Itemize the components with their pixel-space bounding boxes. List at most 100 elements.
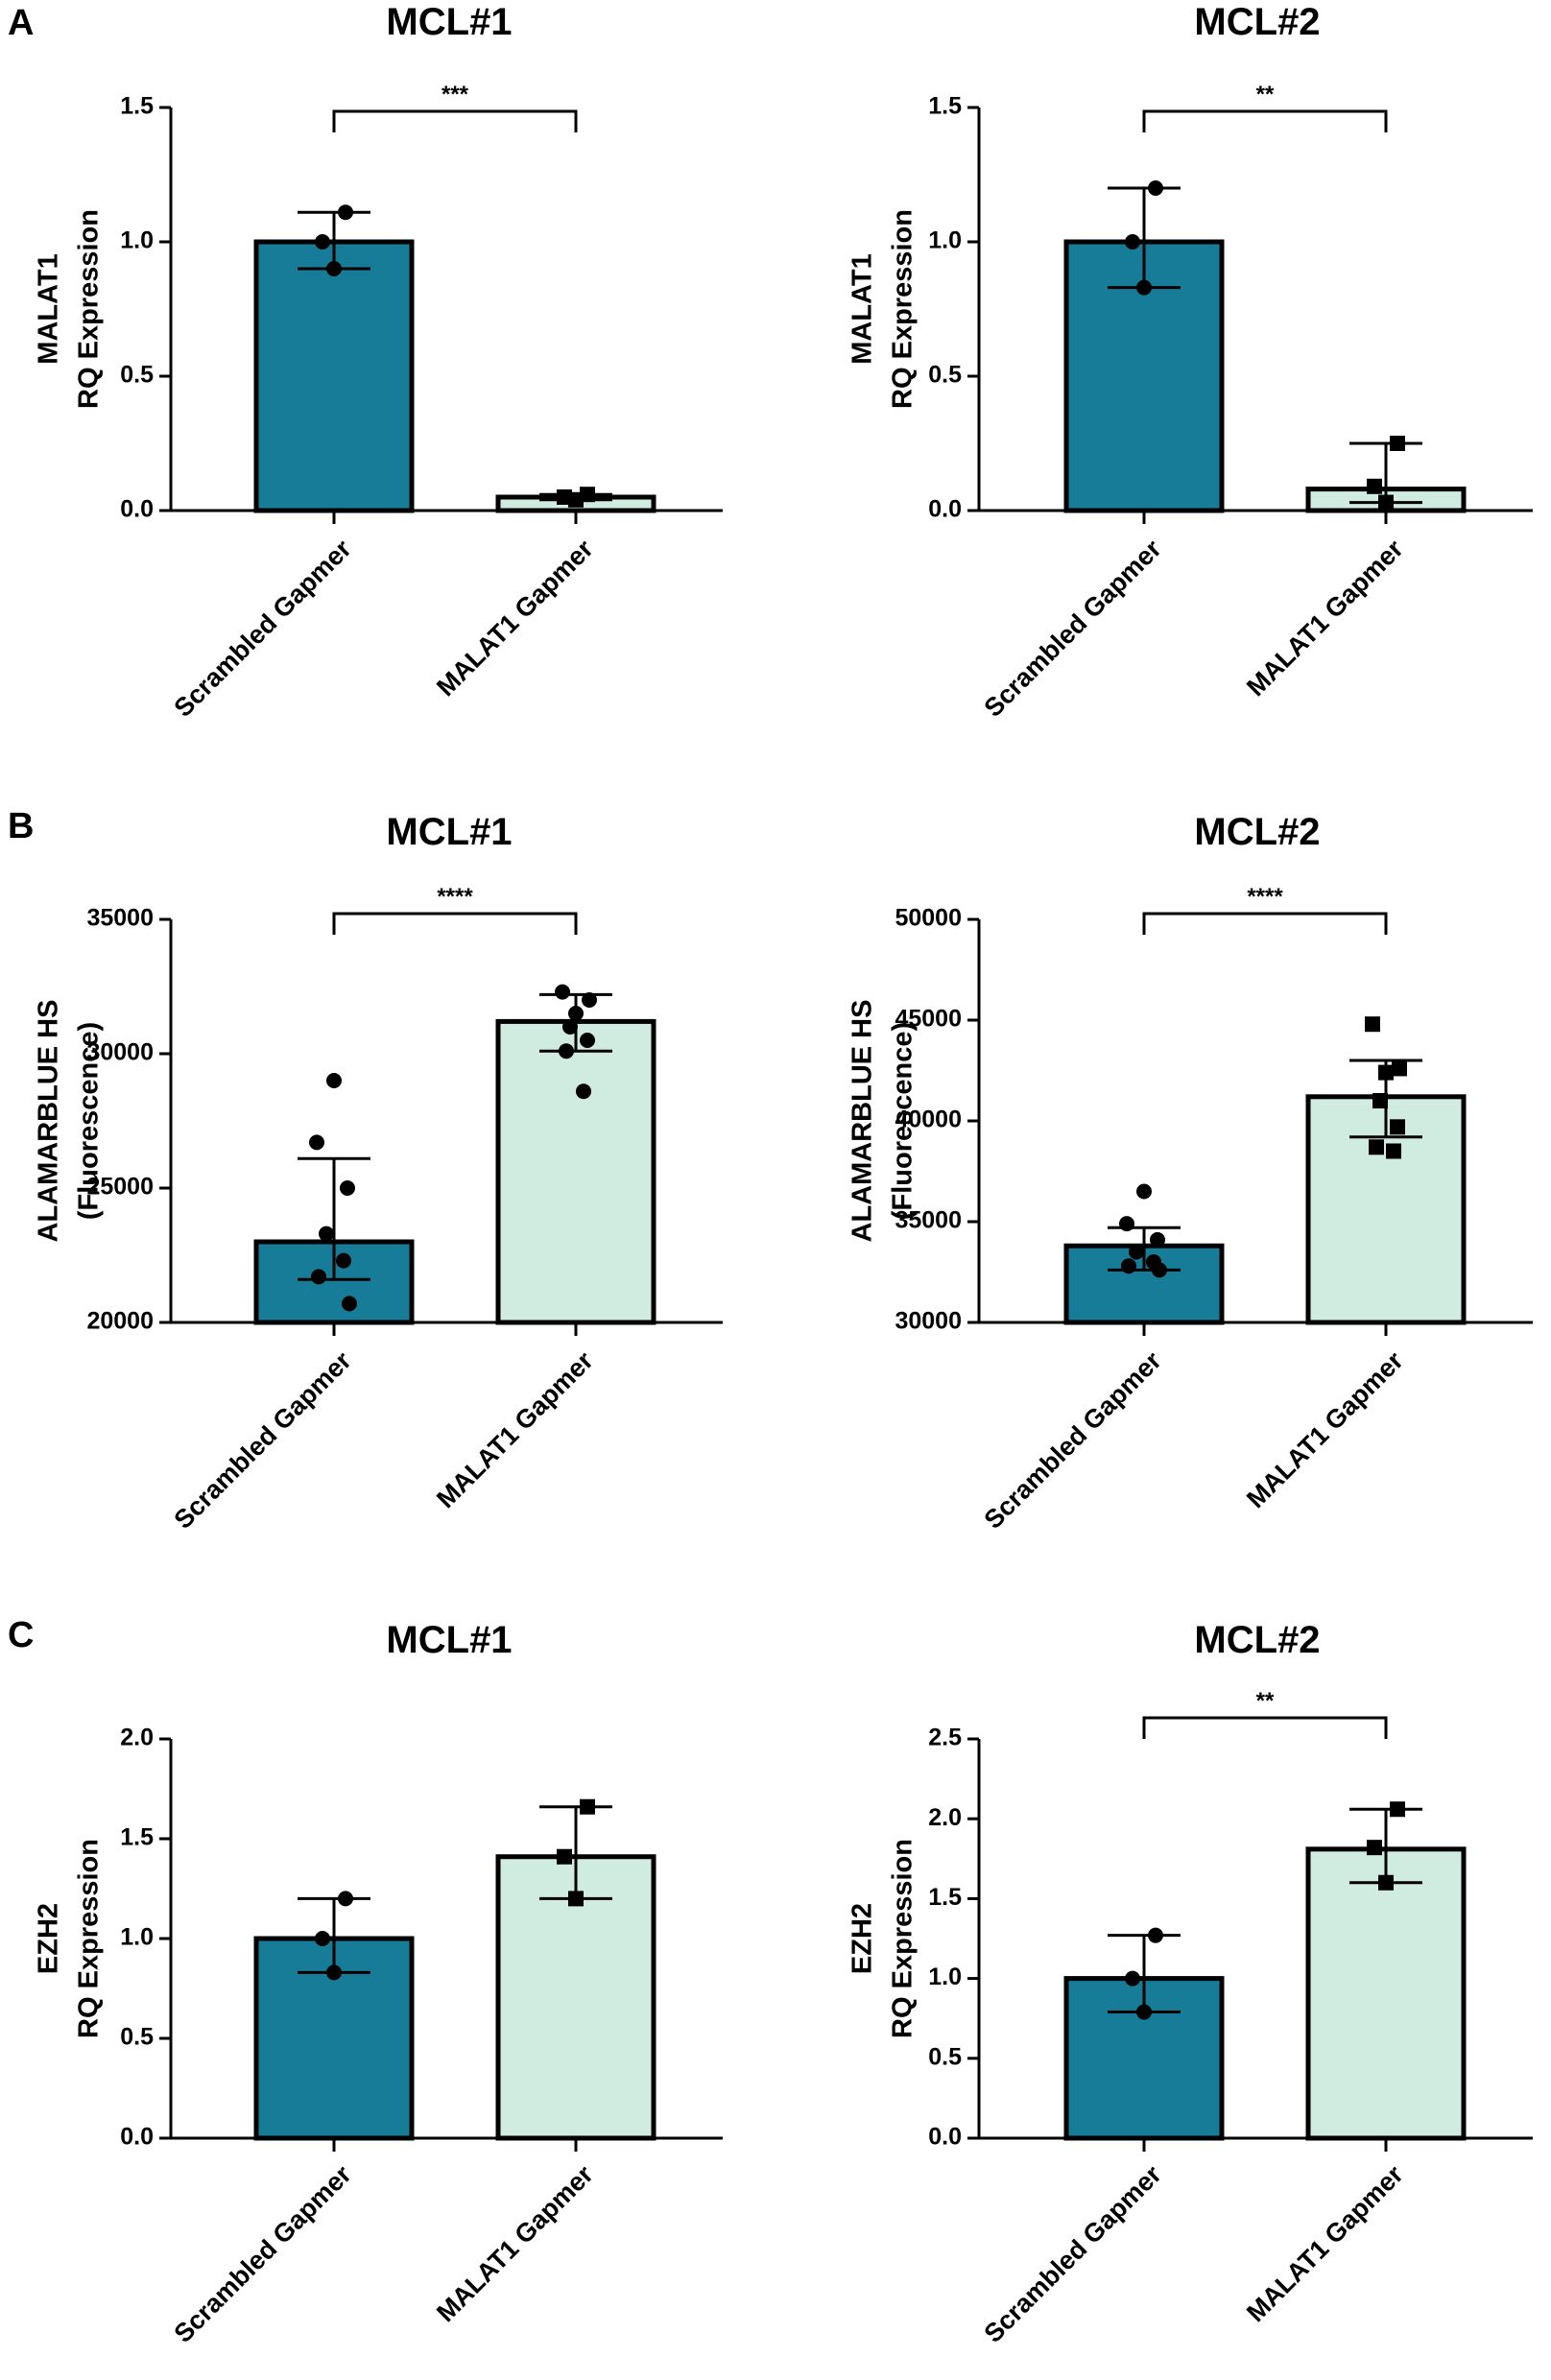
bar-scrambled: [253, 239, 415, 513]
significance-bracket: [1142, 1716, 1388, 1739]
y-axis-label: RQ Expression: [888, 1839, 919, 2038]
category-label: Scrambled Gapmer: [979, 1345, 1168, 1535]
y-tick-label: 1.0: [120, 1924, 154, 1951]
panel-letter-b: B: [8, 806, 34, 846]
y-tick-label: 35000: [895, 1207, 962, 1234]
category-label: Scrambled Gapmer: [979, 2159, 1168, 2348]
data-point: [326, 261, 342, 276]
significance-bracket: [1142, 912, 1388, 935]
y-tick-label: 0.0: [928, 2124, 962, 2151]
y-tick-label: 0.0: [120, 2124, 154, 2151]
data-point: [1150, 1231, 1165, 1248]
y-axis-label: EZH2: [847, 1903, 878, 1974]
data-point: [1378, 1064, 1394, 1081]
chart-title: MCL#1: [386, 1, 512, 43]
significance-bracket: [332, 109, 578, 132]
data-point: [1369, 1139, 1384, 1155]
y-tick-label: 1.5: [928, 1884, 962, 1911]
charts: MCL#1 MALAT1 RQ Expression 0.0 0.5 1.0 1.5 Scra…: [34, 1, 1533, 2348]
y-tick-label: 1.0: [120, 227, 154, 254]
significance-bracket: [332, 912, 578, 935]
data-point: [338, 1891, 353, 1907]
category-label: Scrambled Gapmer: [169, 2159, 358, 2348]
chart-title: MCL#2: [1194, 811, 1320, 853]
data-point: [1121, 1258, 1136, 1274]
data-point: [1136, 279, 1152, 296]
y-tick-label: 2.0: [928, 1804, 962, 1831]
y-tick-label: 50000: [895, 905, 962, 932]
chart-b-1: MCL#1 ALAMARBLUE HS (Fluorescence) 20000 250…: [34, 811, 723, 1535]
chart-a-2: MCL#2 MALAT1 RQ Expression 0.0 0.5 1.0 1.5 Scra…: [847, 1, 1533, 723]
data-point: [557, 1848, 572, 1865]
chart-b-2: MCL#2 ALAMARBLUE HS (Fluorescence) 30000 350…: [847, 811, 1533, 1535]
y-tick-label: 2.5: [928, 1725, 962, 1751]
y-axis-label: MALAT1: [847, 253, 878, 364]
y-tick-label: 1.5: [120, 93, 154, 120]
data-point: [1152, 1262, 1167, 1278]
y-tick-label: 1.0: [928, 227, 962, 254]
data-point: [1148, 180, 1163, 196]
y-tick-label: 1.0: [928, 1964, 962, 1990]
data-point: [338, 204, 353, 221]
data-point: [340, 1180, 355, 1196]
data-point: [559, 1043, 574, 1059]
data-point: [1148, 1927, 1163, 1943]
category-label: MALAT1 Gapmer: [1241, 534, 1409, 702]
data-point: [1378, 494, 1394, 511]
data-point: [319, 1226, 334, 1242]
data-point: [580, 1033, 595, 1048]
y-tick-label: 0.0: [928, 496, 962, 523]
chart-title: MCL#1: [386, 1619, 512, 1661]
data-point: [580, 1798, 595, 1815]
y-tick-label: 0.5: [928, 2043, 962, 2070]
y-tick-label: 40000: [895, 1107, 962, 1133]
significance-label: **: [1256, 82, 1275, 107]
category-label: Scrambled Gapmer: [979, 534, 1168, 723]
y-axis-label: RQ Expression: [74, 209, 105, 409]
y-axis-label: (Fluorescence): [888, 1022, 919, 1220]
data-point: [576, 1083, 591, 1100]
y-tick-label: 30000: [895, 1308, 962, 1335]
bar-malat1: [495, 1018, 656, 1325]
data-point: [309, 1134, 324, 1151]
chart-title: MCL#2: [1194, 1619, 1320, 1661]
data-point: [1367, 1840, 1382, 1856]
chart-c-1: MCL#1 EZH2 RQ Expression 0.0 0.5 1.0 1.5 2.0 Scr…: [34, 1619, 723, 2348]
y-axis-label: MALAT1: [34, 253, 64, 364]
data-point: [1119, 1216, 1134, 1232]
category-label: MALAT1 Gapmer: [1241, 1345, 1409, 1513]
data-point: [580, 487, 595, 503]
chart-a-1: MCL#1 MALAT1 RQ Expression 0.0 0.5 1.0 1.5 Scra…: [34, 1, 723, 723]
category-label: Scrambled Gapmer: [169, 1345, 358, 1535]
data-point: [1367, 478, 1382, 494]
data-point: [1390, 436, 1405, 451]
y-tick-label: 45000: [895, 1006, 962, 1033]
y-axis-label: ALAMARBLUE HS: [847, 1000, 878, 1243]
panel-letter-a: A: [8, 3, 34, 43]
y-tick-label: 0.0: [120, 496, 154, 523]
data-point: [1386, 1143, 1401, 1159]
data-point: [582, 992, 597, 1008]
data-point: [555, 984, 570, 1000]
y-axis-label: RQ Expression: [888, 209, 919, 409]
data-point: [1365, 1016, 1380, 1033]
category-label: MALAT1 Gapmer: [431, 1345, 599, 1513]
data-point: [326, 1073, 342, 1088]
chart-c-2: MCL#2 EZH2 RQ Expression 0.0 0.5 1.0 1.5 2.0 2.5…: [847, 1619, 1533, 2348]
bar-scrambled: [253, 1239, 415, 1325]
data-point: [336, 1252, 351, 1269]
significance-label: **: [1256, 1688, 1275, 1714]
y-tick-label: 20000: [86, 1308, 154, 1335]
category-label: MALAT1 Gapmer: [431, 534, 599, 702]
data-point: [1129, 1244, 1144, 1260]
data-point: [1136, 2004, 1152, 2020]
y-axis-label: ALAMARBLUE HS: [34, 1000, 64, 1243]
data-point: [315, 1931, 330, 1946]
data-point: [326, 1964, 342, 1981]
y-tick-label: 0.5: [928, 362, 962, 389]
data-point: [342, 1296, 357, 1312]
y-axis-label: RQ Expression: [74, 1839, 105, 2038]
significance-label: ****: [1247, 884, 1283, 910]
chart-title: MCL#1: [386, 811, 512, 853]
